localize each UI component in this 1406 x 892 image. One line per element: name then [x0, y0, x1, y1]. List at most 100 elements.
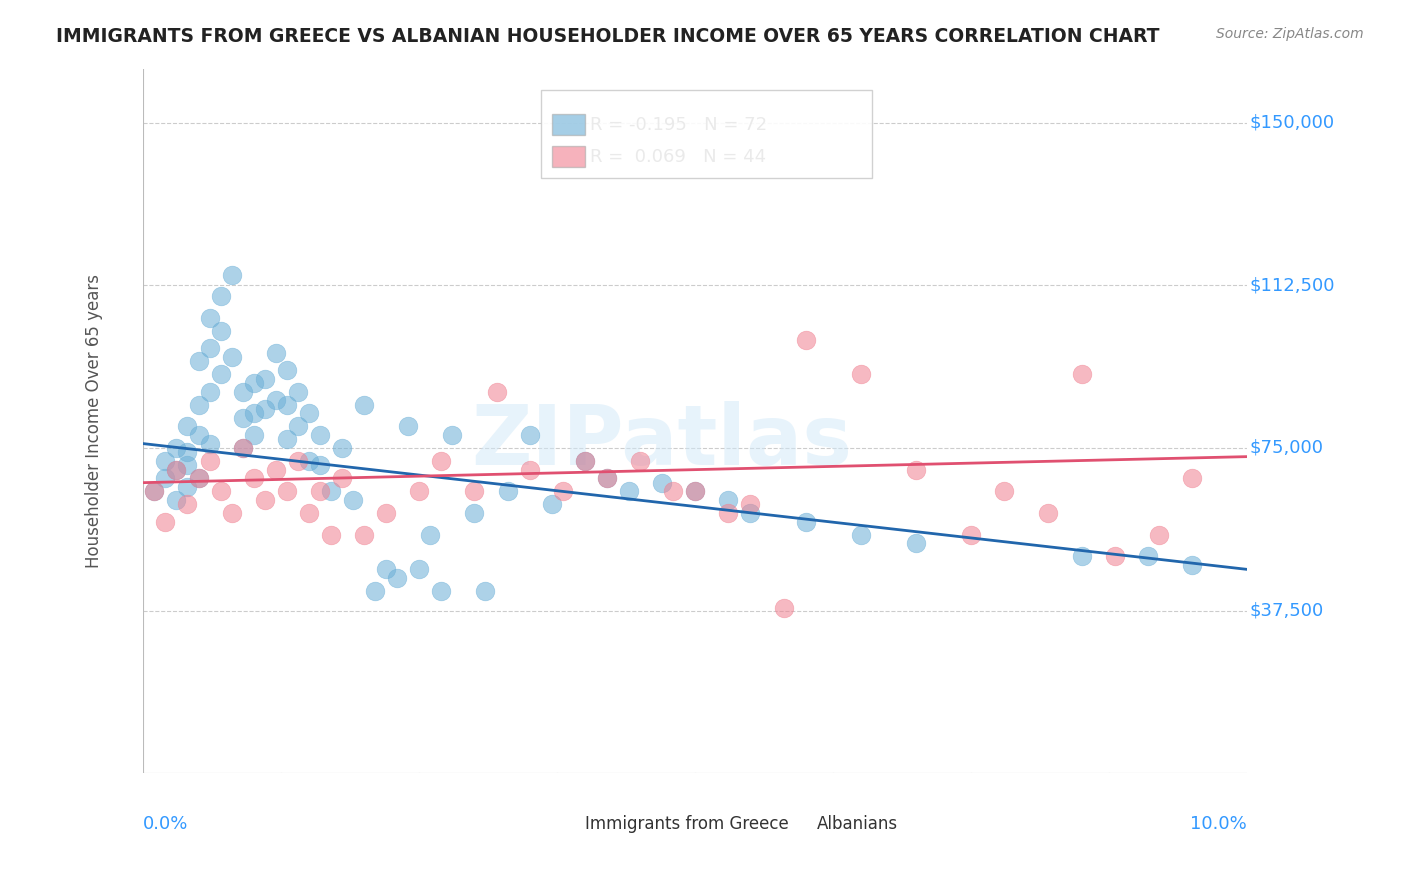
Point	[287, 454, 309, 468]
Point	[849, 527, 872, 541]
Text: Immigrants from Greece: Immigrants from Greece	[585, 815, 789, 833]
Point	[242, 428, 264, 442]
Point	[176, 458, 198, 473]
Point	[221, 350, 243, 364]
Point	[375, 506, 398, 520]
Point	[198, 454, 221, 468]
Point	[209, 289, 232, 303]
Point	[419, 527, 441, 541]
FancyBboxPatch shape	[551, 815, 579, 833]
Point	[441, 428, 464, 442]
Point	[165, 493, 187, 508]
Point	[364, 584, 387, 599]
Point	[165, 441, 187, 455]
Point	[353, 398, 375, 412]
FancyBboxPatch shape	[551, 114, 585, 136]
Point	[309, 484, 332, 499]
Point	[1070, 368, 1092, 382]
FancyBboxPatch shape	[783, 815, 811, 833]
Point	[198, 341, 221, 355]
Point	[617, 484, 640, 499]
Point	[287, 384, 309, 399]
Text: Householder Income Over 65 years: Householder Income Over 65 years	[84, 274, 103, 568]
Point	[904, 536, 927, 550]
Point	[176, 445, 198, 459]
Point	[717, 506, 740, 520]
Point	[485, 384, 508, 399]
Text: R =  0.069   N = 44: R = 0.069 N = 44	[591, 147, 766, 166]
Text: $112,500: $112,500	[1250, 277, 1334, 294]
Point	[276, 432, 298, 446]
Text: Albanians: Albanians	[817, 815, 898, 833]
Point	[519, 428, 541, 442]
Point	[772, 601, 794, 615]
Point	[540, 497, 562, 511]
Point	[253, 493, 276, 508]
Point	[463, 506, 485, 520]
Text: $75,000: $75,000	[1250, 439, 1323, 457]
Point	[143, 484, 166, 499]
Point	[253, 371, 276, 385]
Point	[209, 368, 232, 382]
Point	[264, 463, 287, 477]
Point	[408, 484, 430, 499]
Point	[430, 584, 453, 599]
Text: 0.0%: 0.0%	[143, 815, 188, 833]
Point	[717, 493, 740, 508]
Point	[1147, 527, 1170, 541]
Point	[232, 384, 254, 399]
Point	[187, 398, 209, 412]
Point	[221, 268, 243, 282]
Point	[596, 471, 619, 485]
Point	[209, 324, 232, 338]
Point	[330, 441, 353, 455]
Point	[574, 454, 596, 468]
Point	[221, 506, 243, 520]
Point	[375, 562, 398, 576]
Point	[276, 398, 298, 412]
Point	[794, 333, 817, 347]
Point	[474, 584, 496, 599]
Point	[165, 463, 187, 477]
Point	[165, 463, 187, 477]
Point	[1104, 549, 1126, 564]
Point	[904, 463, 927, 477]
Text: Source: ZipAtlas.com: Source: ZipAtlas.com	[1216, 27, 1364, 41]
Point	[298, 454, 321, 468]
Point	[430, 454, 453, 468]
Point	[330, 471, 353, 485]
Text: 10.0%: 10.0%	[1191, 815, 1247, 833]
Point	[1181, 558, 1204, 572]
Point	[232, 441, 254, 455]
Point	[198, 310, 221, 325]
Point	[242, 471, 264, 485]
Point	[187, 428, 209, 442]
Point	[396, 419, 419, 434]
Point	[155, 454, 177, 468]
Point	[309, 428, 332, 442]
Point	[298, 406, 321, 420]
Point	[849, 368, 872, 382]
Point	[319, 527, 342, 541]
Point	[651, 475, 673, 490]
Point	[242, 406, 264, 420]
Point	[740, 497, 762, 511]
Point	[309, 458, 332, 473]
Point	[264, 345, 287, 359]
FancyBboxPatch shape	[551, 146, 585, 167]
Point	[198, 436, 221, 450]
Point	[1070, 549, 1092, 564]
Point	[662, 484, 685, 499]
Point	[683, 484, 706, 499]
Point	[176, 497, 198, 511]
Point	[960, 527, 983, 541]
Point	[232, 410, 254, 425]
Point	[353, 527, 375, 541]
Point	[264, 393, 287, 408]
Point	[794, 515, 817, 529]
Point	[683, 484, 706, 499]
Text: R = -0.195   N = 72: R = -0.195 N = 72	[591, 116, 768, 134]
Point	[155, 515, 177, 529]
Point	[319, 484, 342, 499]
Point	[198, 384, 221, 399]
